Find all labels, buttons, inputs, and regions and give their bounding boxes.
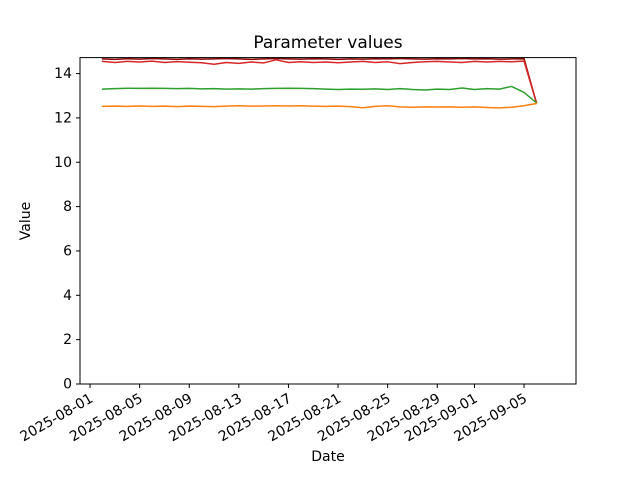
axes-spines	[79, 57, 577, 385]
y-tick-label: 4	[63, 288, 72, 304]
y-tick-label: 8	[63, 199, 72, 215]
y-tick-label: 12	[54, 110, 72, 126]
x-axis-label: Date	[311, 449, 345, 465]
y-tick-label: 2	[63, 332, 72, 348]
y-tick-label: 0	[63, 377, 72, 393]
chart-title: Parameter values	[253, 33, 403, 53]
y-tick-label: 6	[63, 243, 72, 259]
series-line-parameter-green	[101, 85, 538, 104]
y-axis-label: Value	[18, 201, 34, 241]
series-line-parameter-red	[101, 59, 538, 104]
y-tick-label: 14	[54, 66, 72, 82]
series-line-parameter-darkred	[101, 57, 538, 104]
series-line-parameter-orange	[101, 102, 538, 109]
plot-area	[80, 57, 576, 384]
y-tick-label: 10	[54, 155, 72, 171]
